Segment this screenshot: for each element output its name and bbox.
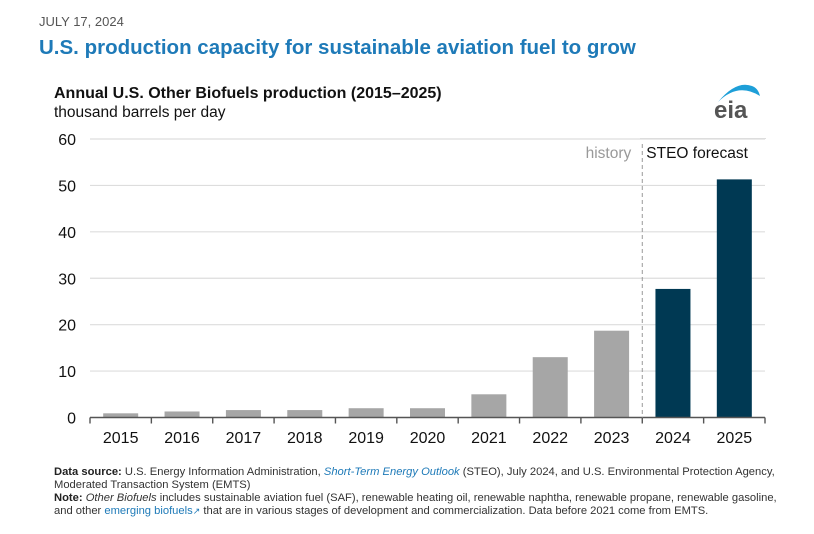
bar-2025	[716, 179, 752, 418]
steo-link[interactable]: Short-Term Energy Outlook	[323, 466, 460, 478]
note-text: includes sustainable aviation fuel (SAF)…	[54, 492, 777, 517]
x-tick-label: 2022	[532, 430, 568, 447]
x-tick-label: 2017	[226, 430, 262, 447]
data-source-text: U.S. Energy Information Administration,	[121, 466, 324, 478]
bar-2024	[655, 288, 691, 418]
eia-logo-icon[interactable]: eia	[708, 80, 768, 124]
bar-2018	[287, 410, 323, 418]
bar-2023	[594, 330, 630, 418]
y-tick-label: 10	[58, 364, 76, 381]
history-label: history	[586, 145, 632, 162]
logo-swoosh	[718, 84, 760, 102]
x-tick-label: 2016	[164, 430, 200, 447]
bar-2022	[532, 357, 568, 418]
x-tick-label: 2018	[287, 430, 323, 447]
data-source-text-2: (STEO), July 2024, and U.S. Environmenta…	[54, 466, 775, 491]
bars	[103, 179, 752, 418]
headline: U.S. production capacity for sustainable…	[39, 36, 636, 59]
note: Note: Other Biofuels includes sustainabl…	[54, 492, 784, 518]
y-tick-label: 20	[58, 318, 76, 335]
x-tick-label: 2024	[655, 430, 691, 447]
bar-2015	[103, 413, 139, 418]
gridlines	[90, 138, 765, 372]
publish-date: JULY 17, 2024	[39, 14, 124, 29]
footnote: Data source: U.S. Energy Information Adm…	[54, 466, 784, 518]
emerging-biofuels-link[interactable]: emerging biofuels	[104, 505, 193, 517]
data-source-label: Data source:	[54, 466, 122, 478]
y-tick-label: 30	[58, 271, 76, 288]
forecast-label: STEO forecast	[646, 145, 748, 162]
x-tick-label: 2015	[103, 430, 139, 447]
x-tick-label: 2025	[717, 430, 753, 447]
note-text-2: that are in various stages of developmen…	[200, 505, 709, 517]
note-label: Note:	[54, 492, 83, 504]
y-tick-label: 60	[58, 132, 76, 149]
x-axis: 2015 2016 2017 2018 2019 2020 2021 2022 2023 2024…	[89, 416, 766, 447]
x-tick-label: 2019	[348, 430, 384, 447]
x-tick-label: 2021	[471, 430, 507, 447]
y-axis-ticks: 0 10 20 30 40 50 60	[58, 132, 76, 428]
bar-2021	[471, 394, 507, 418]
bar-2016	[164, 411, 200, 418]
y-tick-label: 50	[58, 178, 76, 195]
external-link-icon: ↗	[192, 506, 201, 516]
chart-y-unit: thousand barrels per day	[54, 104, 226, 121]
data-source: Data source: U.S. Energy Information Adm…	[54, 466, 784, 492]
bar-2017	[225, 410, 261, 418]
bar-2019	[348, 408, 384, 418]
y-tick-label: 0	[67, 411, 76, 428]
y-tick-label: 40	[58, 225, 76, 242]
x-tick-label: 2020	[410, 430, 446, 447]
bar-2020	[410, 408, 445, 418]
chart-title: Annual U.S. Other Biofuels production (2…	[54, 85, 442, 102]
x-tick-label: 2023	[594, 430, 630, 447]
logo-text: eia	[714, 97, 748, 124]
note-italic: Other Biofuels	[85, 492, 157, 504]
